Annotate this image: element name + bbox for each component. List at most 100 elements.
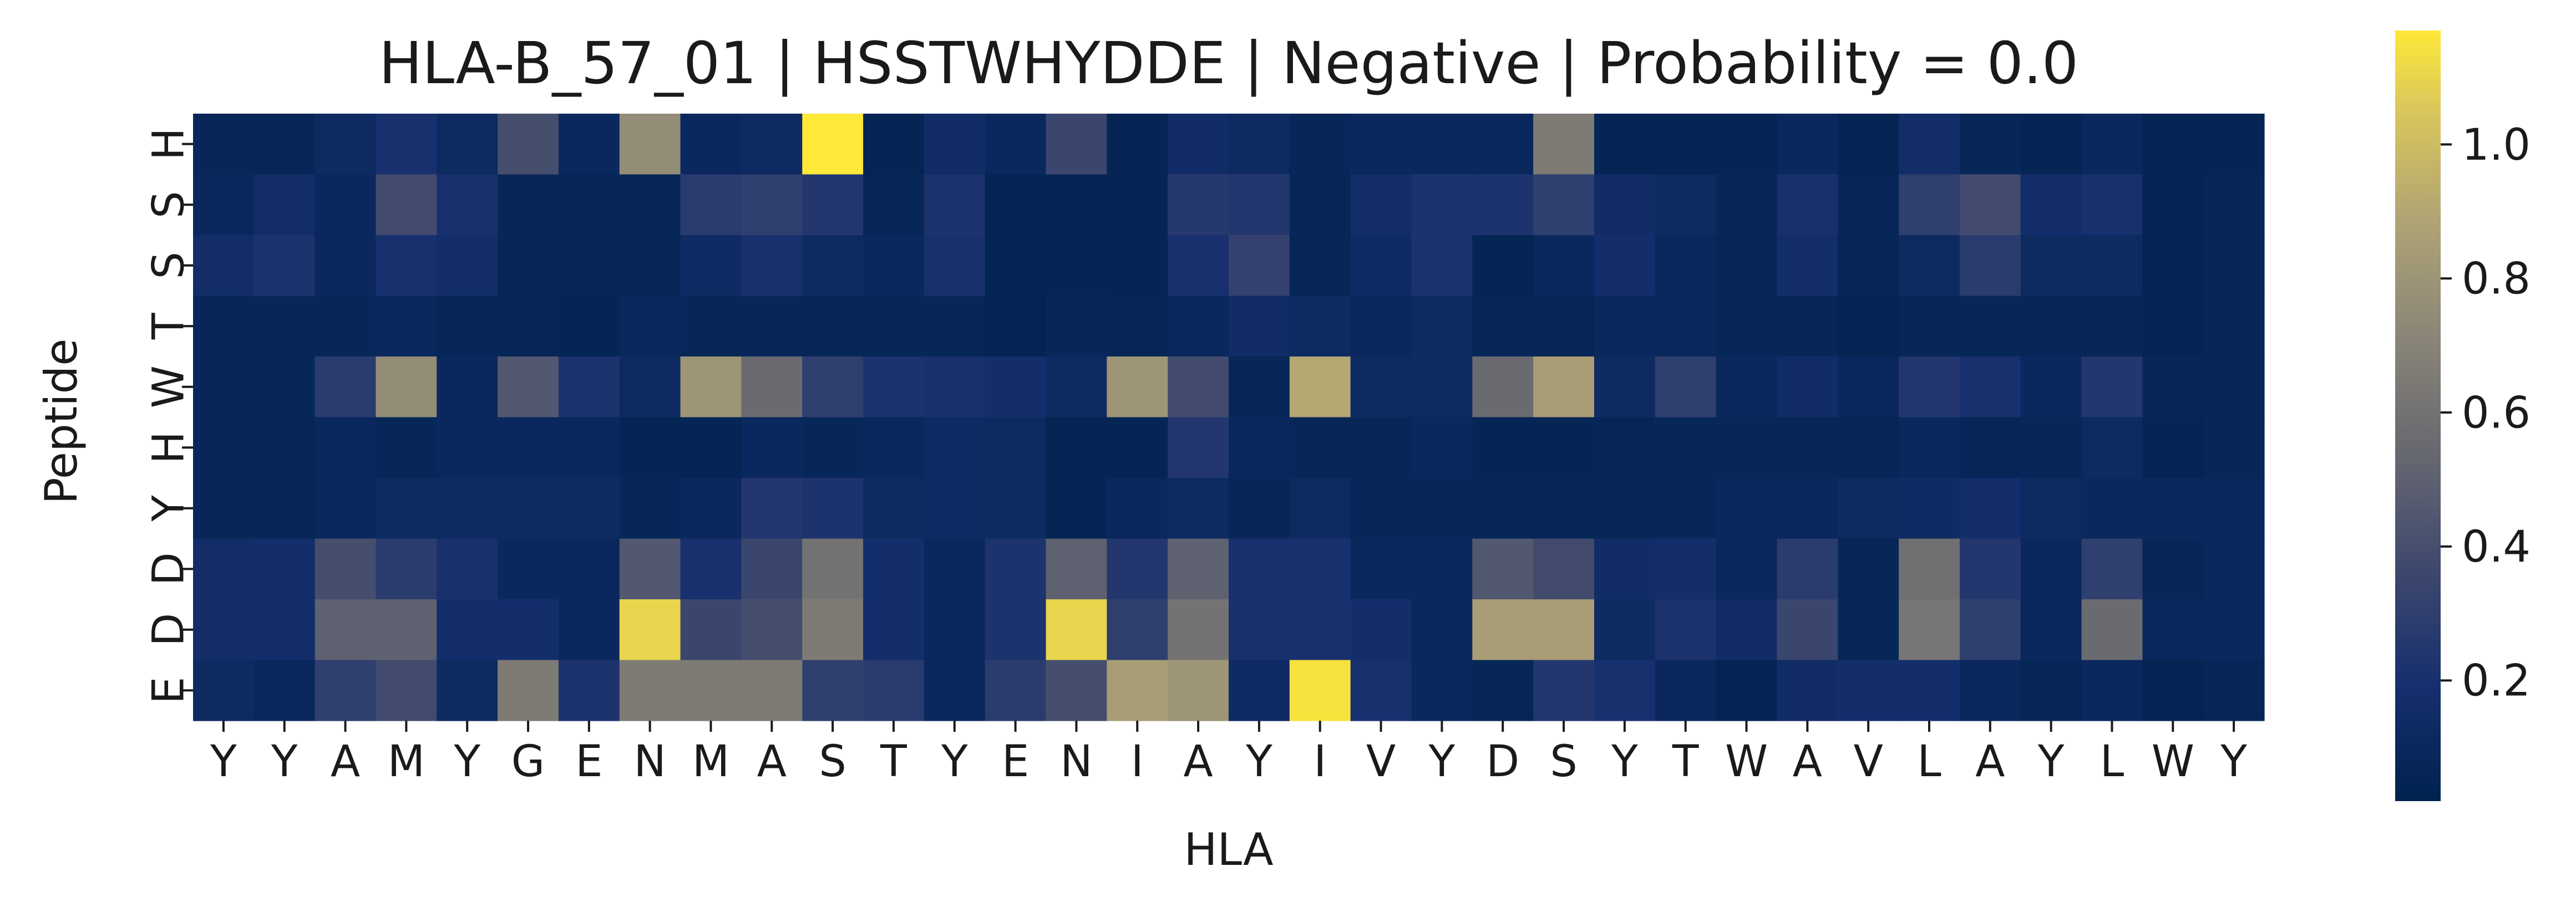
heatmap-cell (863, 417, 925, 478)
heatmap-cell (1046, 114, 1107, 175)
heatmap-cell (315, 114, 377, 175)
heatmap-cell (863, 356, 925, 418)
heatmap-cell (1777, 599, 1838, 661)
heatmap-cell (193, 114, 255, 175)
heatmap-cell (1533, 174, 1595, 236)
colorbar-tick-label: 0.8 (2462, 254, 2531, 304)
heatmap-cell (558, 295, 620, 357)
heatmap-cell (315, 174, 377, 236)
heatmap-cell (1716, 660, 1778, 721)
heatmap-cell (1655, 599, 1717, 661)
x-tick-label: Y (2220, 737, 2247, 787)
heatmap-cell (1289, 356, 1351, 418)
y-tick-labels: HSSTWHYDDE (144, 128, 194, 704)
heatmap-cell (1350, 478, 1412, 539)
heatmap-cell (680, 660, 742, 721)
heatmap-cell (741, 114, 803, 175)
colorbar-tick-label: 0.4 (2462, 522, 2531, 572)
heatmap-cell (1107, 660, 1168, 721)
heatmap-cell (1655, 235, 1717, 297)
heatmap-cell (1959, 478, 2021, 539)
heatmap-cell (1472, 356, 1534, 418)
heatmap-cell (1594, 538, 1656, 600)
heatmap-cell (558, 235, 620, 297)
y-tick-label: S (144, 191, 194, 218)
heatmap-cell (498, 174, 559, 236)
heatmap-cell (741, 417, 803, 478)
heatmap-cell (498, 538, 559, 600)
y-tick-label: D (144, 552, 194, 585)
x-tick-label: A (1183, 737, 1213, 787)
heatmap-cell (802, 599, 864, 661)
heatmap-cell (680, 235, 742, 297)
heatmap-cell (2203, 660, 2265, 721)
heatmap-cell (1350, 538, 1412, 600)
heatmap-cell (193, 660, 255, 721)
heatmap-cell (924, 417, 986, 478)
heatmap-cell (1168, 660, 1229, 721)
heatmap-cell (802, 478, 864, 539)
heatmap-cell (1655, 356, 1717, 418)
heatmap-cell (1838, 174, 1899, 236)
heatmap-cell (558, 478, 620, 539)
heatmap-cell (985, 538, 1047, 600)
heatmap-cell (985, 478, 1047, 539)
heatmap-cell (1289, 538, 1351, 600)
heatmap-cell (376, 599, 437, 661)
heatmap-cell (498, 599, 559, 661)
heatmap-cell (1229, 478, 1290, 539)
heatmap-cell (1168, 174, 1229, 236)
y-tick-label: Y (144, 495, 194, 522)
heatmap-cell (253, 478, 316, 539)
heatmap-cell (802, 114, 864, 175)
heatmap-cell (315, 356, 377, 418)
heatmap-cell (1838, 417, 1899, 478)
heatmap-cell (1229, 114, 1290, 175)
heatmap-cell (1838, 660, 1899, 721)
heatmap-cell (2081, 478, 2143, 539)
heatmap-cell (1594, 478, 1656, 539)
heatmap-cell (315, 599, 377, 661)
heatmap-cell (193, 174, 255, 236)
heatmap-cell (863, 538, 925, 600)
heatmap-cell (1959, 417, 2021, 478)
heatmap-cell (437, 478, 498, 539)
x-tick-label: A (331, 737, 360, 787)
heatmap-cell (619, 478, 681, 539)
heatmap-cell (1107, 295, 1168, 357)
heatmap-cell (558, 538, 620, 600)
heatmap-cell (863, 660, 925, 721)
heatmap-cell (985, 295, 1047, 357)
colorbar (2395, 30, 2441, 801)
heatmap-cell (2081, 538, 2143, 600)
y-tick-label: S (144, 252, 194, 279)
heatmap-cell (437, 660, 498, 721)
heatmap-cell (1107, 599, 1168, 661)
heatmap-cell (558, 660, 620, 721)
heatmap-cell (1777, 478, 1838, 539)
heatmap-cell (2020, 174, 2082, 236)
heatmap-cell (1046, 417, 1107, 478)
heatmap-cell (2203, 174, 2265, 236)
heatmap-cell (1533, 599, 1595, 661)
heatmap-cell (1959, 538, 2021, 600)
heatmap-cell (1168, 235, 1229, 297)
heatmap-cell (985, 235, 1047, 297)
heatmap-cell (802, 417, 864, 478)
heatmap-cell (1959, 599, 2021, 661)
heatmap-cell (1838, 114, 1899, 175)
heatmap-cell (1716, 356, 1778, 418)
heatmap-cell (1777, 538, 1838, 600)
heatmap-cell (1289, 174, 1351, 236)
heatmap-cell (2081, 417, 2143, 478)
heatmap-cell (315, 538, 377, 600)
heatmap-cell (2081, 174, 2143, 236)
heatmap-cell (193, 599, 255, 661)
heatmap-cell (1716, 538, 1778, 600)
x-tick-label: E (1002, 737, 1029, 787)
x-tick-label: T (1672, 737, 1699, 787)
heatmap-cell (193, 235, 255, 297)
heatmap-cell (741, 660, 803, 721)
heatmap-cell (376, 417, 437, 478)
heatmap-cell (2142, 174, 2204, 236)
